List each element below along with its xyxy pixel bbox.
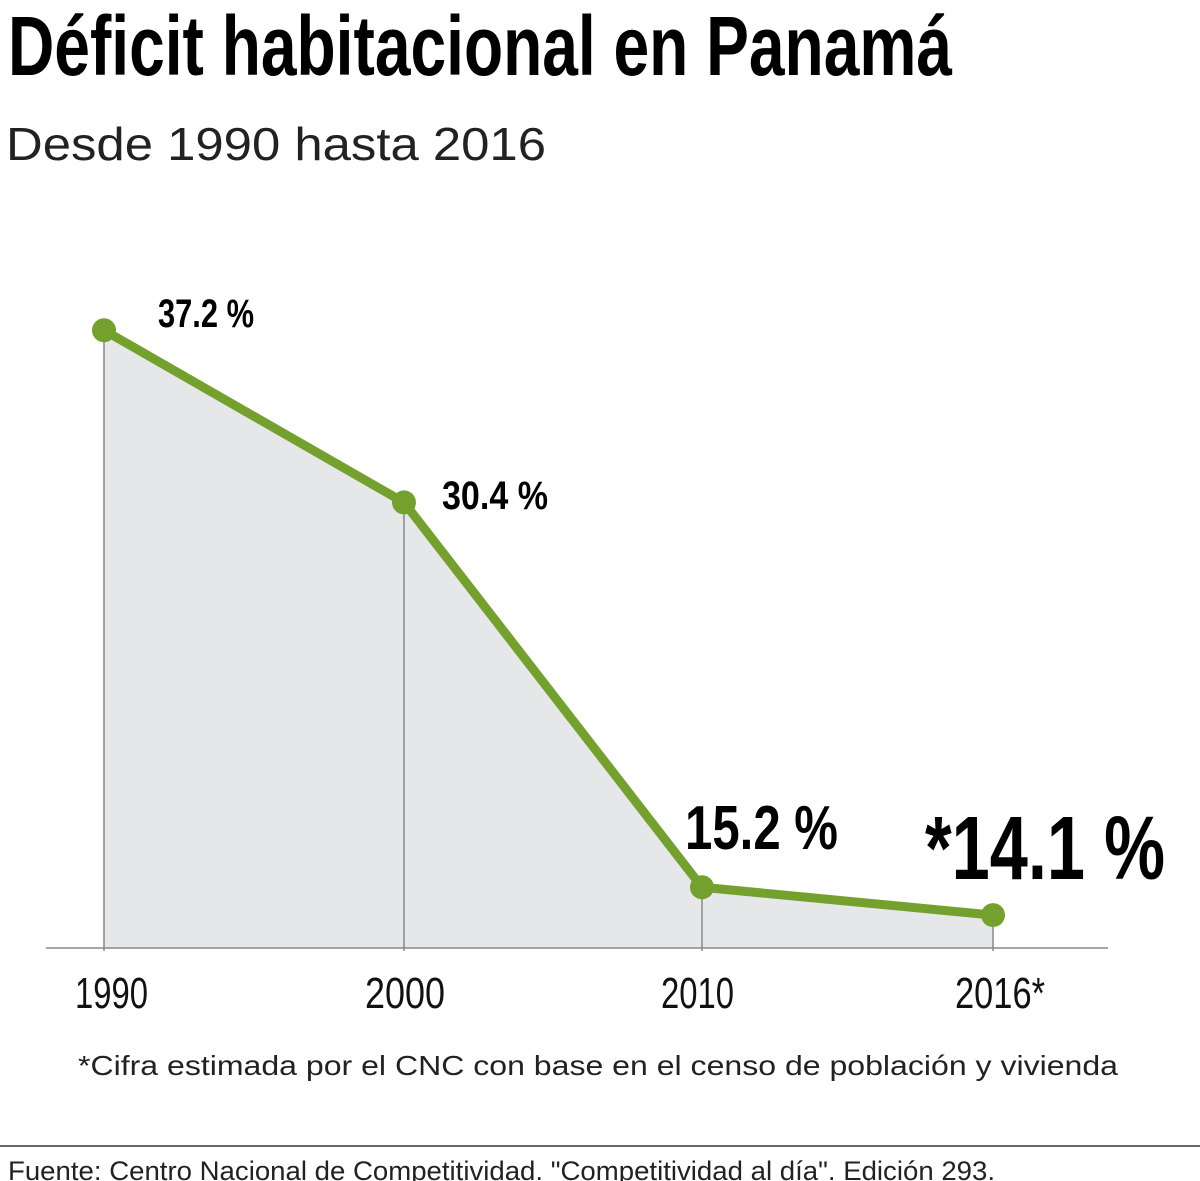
data-label: 37.2 %	[158, 292, 254, 336]
plot-area	[92, 318, 1005, 951]
data-point	[392, 490, 416, 515]
footnote: *Cifra estimada por el CNC con base en e…	[78, 1050, 1118, 1081]
data-point	[92, 318, 116, 343]
x-tick-label: 2000	[365, 969, 445, 1018]
x-tick-label: 2016*	[955, 969, 1045, 1018]
chart-subtitle: Desde 1990 hasta 2016	[6, 118, 546, 170]
chart-title: Déficit habitacional en Panamá	[8, 0, 952, 93]
area-fill	[104, 330, 993, 948]
x-tick-label: 2010	[661, 969, 734, 1018]
x-tick-label: 1990	[75, 969, 148, 1018]
data-label: 30.4 %	[442, 474, 548, 518]
data-label-highlighted: *14.1 %	[925, 799, 1165, 899]
data-point	[981, 903, 1005, 928]
data-point	[690, 875, 714, 900]
data-label: 15.2 %	[685, 794, 838, 863]
series-line	[101, 326, 994, 920]
source-text: Fuente: Centro Nacional de Competitivida…	[8, 1156, 995, 1181]
